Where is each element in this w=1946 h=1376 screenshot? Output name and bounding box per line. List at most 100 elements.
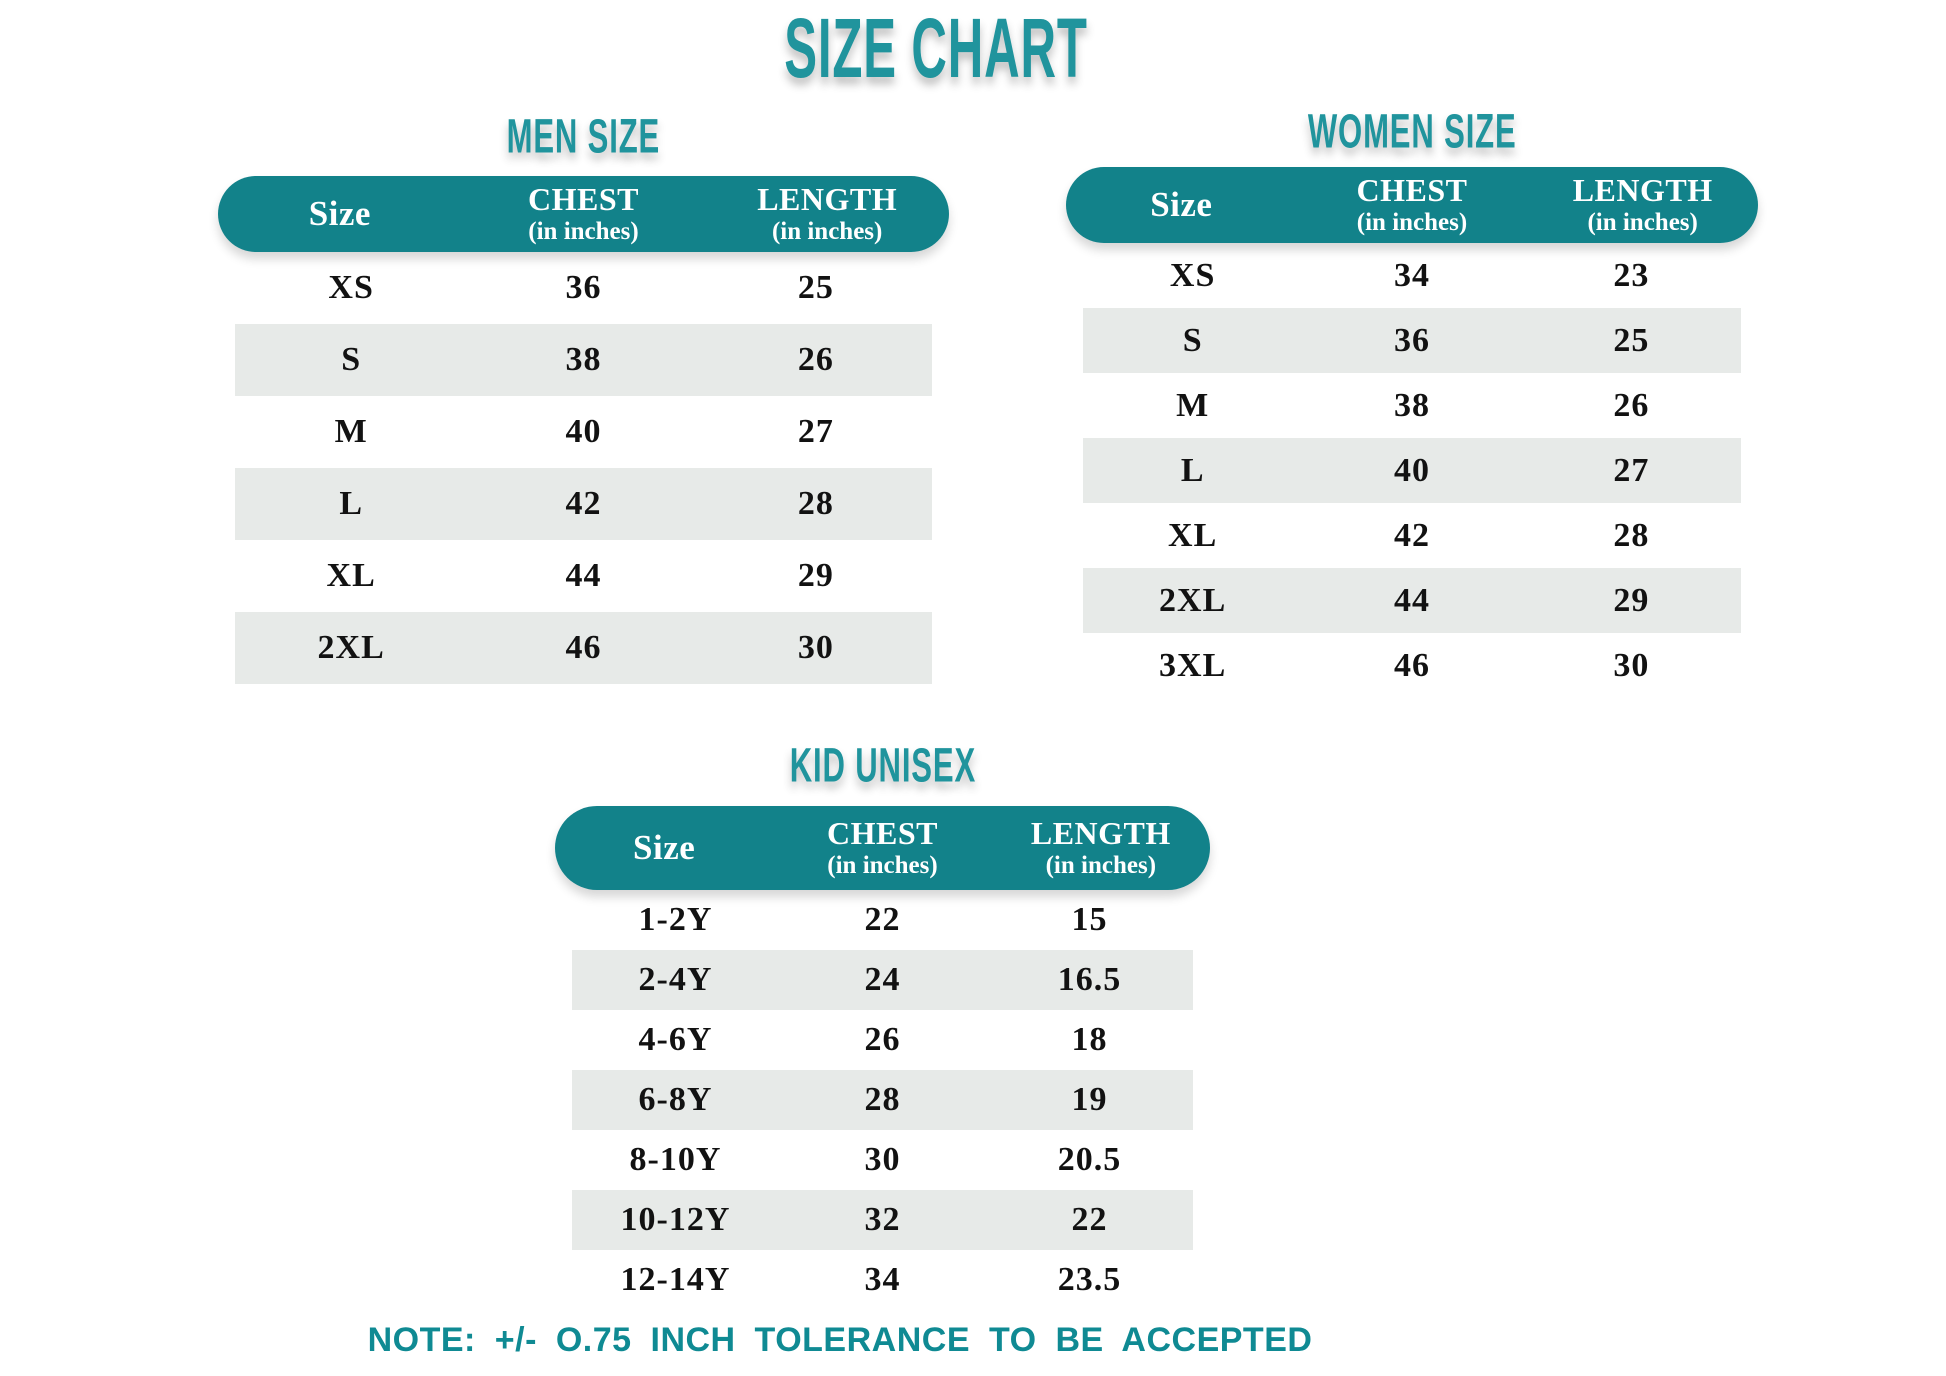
table-cell: 23 [1613, 256, 1650, 294]
column-unit-length: (in inches) [771, 218, 883, 246]
table-cell: 30 [797, 629, 834, 666]
men-table-header: Size CHEST (in inches) LENGTH (in inches… [218, 176, 949, 252]
women-size-section: WOMEN SIZE Size CHEST (in inches) LENGTH… [1066, 96, 1758, 698]
women-header-cell-chest: CHEST (in inches) [1297, 174, 1528, 235]
table-row: XS 34 23 [1083, 243, 1741, 308]
table-cell: 10-12Y [620, 1201, 731, 1238]
table-cell: 36 [565, 269, 602, 306]
column-unit-chest: (in inches) [1356, 209, 1468, 237]
table-cell: 24 [864, 961, 901, 998]
table-cell: 30 [1613, 646, 1650, 684]
column-unit-length: (in inches) [1587, 209, 1698, 237]
women-table-rows: XS 34 23 S 36 25 M 38 26 L 40 27 XL 42 28 2XL 44 29 3XL 46 3… [1066, 243, 1758, 698]
table-cell: S [341, 341, 362, 378]
column-label-length: LENGTH [1572, 172, 1713, 209]
table-row: 2-4Y 24 16.5 [572, 950, 1193, 1010]
table-cell: M [1176, 386, 1210, 424]
table-cell: 34 [864, 1261, 901, 1298]
women-size-heading-text: WOMEN SIZE [1307, 104, 1517, 158]
table-cell: 22 [864, 901, 901, 938]
table-row: XL 42 28 [1083, 503, 1741, 568]
table-cell: 26 [797, 341, 834, 378]
men-header-cell-chest: CHEST (in inches) [462, 183, 706, 244]
table-cell: 19 [1071, 1081, 1108, 1118]
table-row: M 40 27 [235, 396, 932, 468]
page-title: SIZE CHART [0, 0, 1872, 96]
table-row: S 38 26 [235, 324, 932, 396]
table-cell: 20.5 [1057, 1141, 1122, 1178]
table-cell: 26 [1613, 386, 1650, 424]
table-row: S 36 25 [1083, 308, 1741, 373]
column-label-chest: CHEST [528, 181, 639, 218]
table-row: 2XL 44 29 [1083, 568, 1741, 633]
table-cell: L [1180, 451, 1205, 489]
table-cell: 44 [565, 557, 602, 594]
women-table-header: Size CHEST (in inches) LENGTH (in inches… [1066, 167, 1758, 243]
table-cell: 42 [565, 485, 602, 522]
table-row: 3XL 46 30 [1083, 633, 1741, 698]
table-cell: 25 [1613, 321, 1650, 359]
kid-unisex-heading-text: KID UNISEX [789, 738, 976, 792]
table-cell: 38 [565, 341, 602, 378]
table-cell: 34 [1393, 256, 1430, 294]
table-row: 12-14Y 34 23.5 [572, 1250, 1193, 1310]
men-table-rows: XS 36 25 S 38 26 M 40 27 L 42 28 XL 44 29 2XL 46 30 [218, 252, 949, 684]
table-cell: L [339, 485, 363, 522]
table-cell: 2-4Y [638, 961, 713, 998]
tolerance-note: NOTE: +/- O.75 INCH TOLERANCE TO BE ACCE… [367, 1320, 1313, 1359]
kid-header-cell-size: Size [555, 830, 773, 866]
column-label-chest: CHEST [1356, 172, 1468, 209]
table-cell: M [334, 413, 368, 450]
kid-table-rows: 1-2Y 22 15 2-4Y 24 16.5 4-6Y 26 18 6-8Y 28 19 8-10Y 3… [555, 890, 1210, 1310]
column-label-size: Size [1150, 185, 1213, 225]
column-unit-chest: (in inches) [827, 852, 938, 880]
table-cell: 32 [864, 1201, 901, 1238]
table-cell: 22 [1071, 1201, 1108, 1238]
table-row: 8-10Y 30 20.5 [572, 1130, 1193, 1190]
table-cell: 42 [1393, 516, 1430, 554]
table-row: 2XL 46 30 [235, 612, 932, 684]
table-cell: 12-14Y [620, 1261, 731, 1298]
table-row: 6-8Y 28 19 [572, 1070, 1193, 1130]
table-cell: XL [326, 557, 376, 594]
kid-header-cell-length: LENGTH (in inches) [992, 817, 1210, 878]
page-title-text: SIZE CHART [784, 1, 1088, 95]
table-cell: 26 [864, 1021, 901, 1058]
men-size-section: MEN SIZE Size CHEST (in inches) LENGTH (… [218, 98, 949, 684]
table-row: L 42 28 [235, 468, 932, 540]
table-cell: XL [1168, 516, 1218, 554]
column-unit-chest: (in inches) [528, 218, 639, 246]
table-row: XS 36 25 [235, 252, 932, 324]
column-label-length: LENGTH [1030, 815, 1171, 852]
table-row: 4-6Y 26 18 [572, 1010, 1193, 1070]
table-cell: XS [328, 269, 374, 306]
table-cell: 15 [1071, 901, 1108, 938]
table-cell: 3XL [1159, 646, 1227, 684]
table-cell: 46 [565, 629, 602, 666]
table-cell: 6-8Y [638, 1081, 713, 1118]
table-cell: 2XL [1159, 581, 1227, 619]
table-cell: 25 [797, 269, 834, 306]
table-row: M 38 26 [1083, 373, 1741, 438]
table-cell: 40 [565, 413, 602, 450]
men-header-cell-size: Size [218, 196, 462, 232]
table-cell: 29 [797, 557, 834, 594]
women-size-heading: WOMEN SIZE [1066, 96, 1758, 167]
table-row: XL 44 29 [235, 540, 932, 612]
men-header-cell-length: LENGTH (in inches) [705, 183, 949, 244]
column-label-size: Size [633, 828, 696, 868]
women-header-cell-size: Size [1066, 187, 1297, 223]
table-cell: 18 [1071, 1021, 1108, 1058]
kid-header-cell-chest: CHEST (in inches) [773, 817, 991, 878]
women-header-cell-length: LENGTH (in inches) [1527, 174, 1758, 235]
table-cell: 29 [1613, 581, 1650, 619]
table-cell: 28 [797, 485, 834, 522]
kid-unisex-heading: KID UNISEX [555, 726, 1210, 806]
table-cell: 16.5 [1057, 961, 1122, 998]
table-cell: 38 [1393, 386, 1430, 424]
men-size-heading: MEN SIZE [218, 98, 949, 176]
table-cell: 1-2Y [638, 901, 713, 938]
column-label-size: Size [308, 194, 371, 234]
column-label-chest: CHEST [827, 815, 938, 852]
